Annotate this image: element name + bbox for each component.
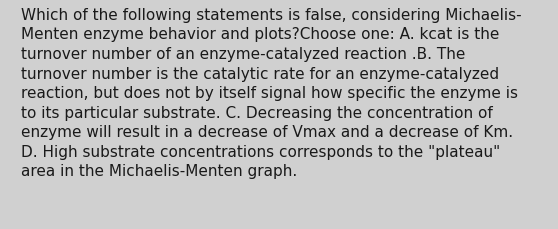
Text: Which of the following statements is false, considering Michaelis-
Menten enzyme: Which of the following statements is fal… — [21, 8, 522, 179]
